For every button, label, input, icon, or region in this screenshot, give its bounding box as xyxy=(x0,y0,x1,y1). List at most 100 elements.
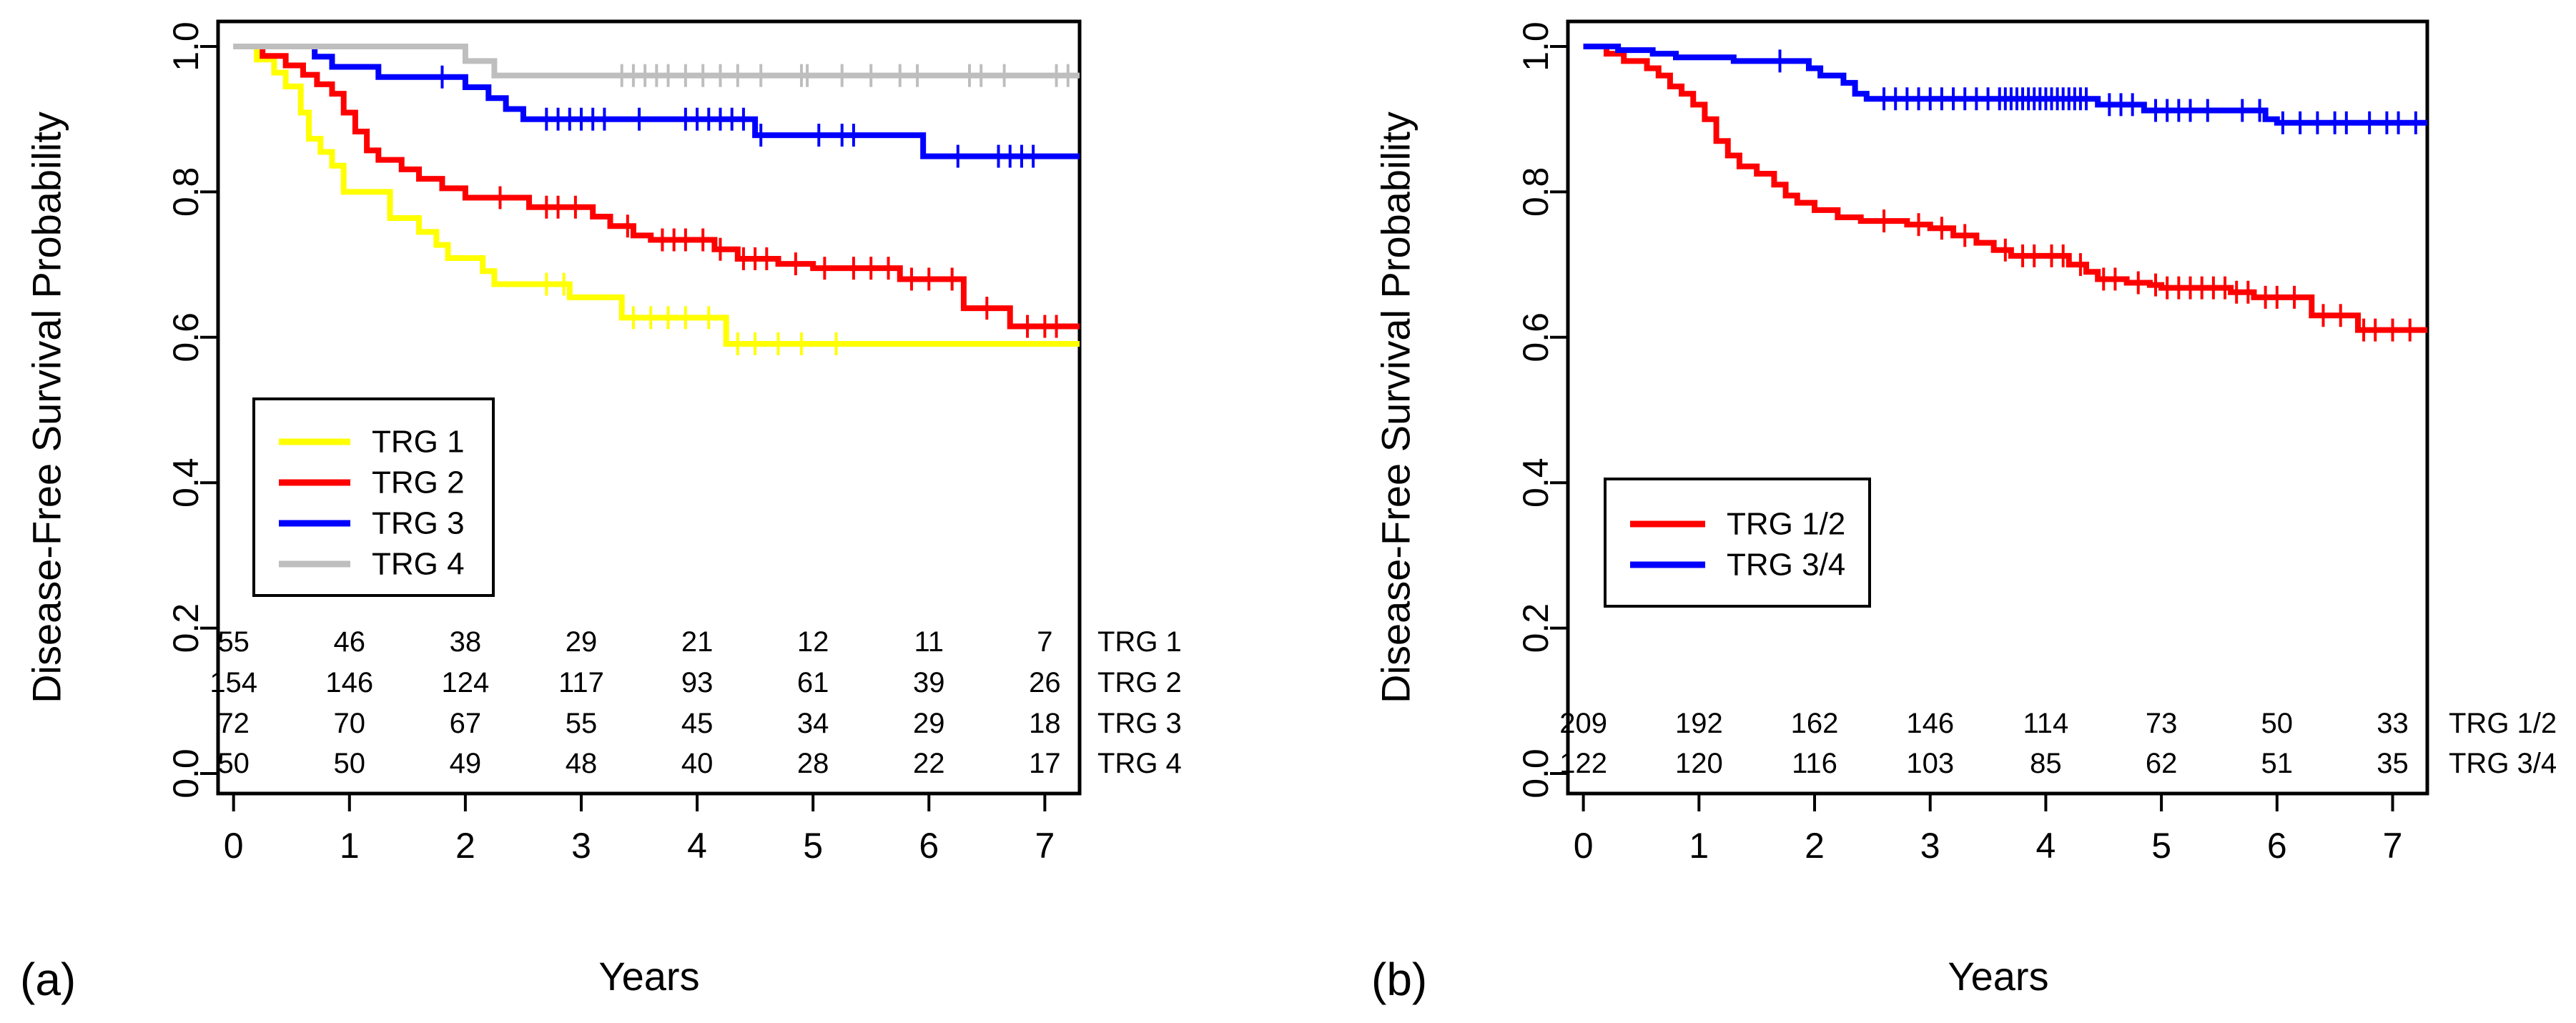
at-risk-count: 85 xyxy=(2030,748,2062,779)
at-risk-count: 114 xyxy=(2023,708,2069,739)
y-axis-label: Disease-Free Survival Probability xyxy=(24,112,69,703)
km-curve xyxy=(233,44,1080,159)
at-risk-count: 117 xyxy=(558,667,604,698)
at-risk-count: 39 xyxy=(913,667,945,698)
series-trg-1 xyxy=(233,44,1080,355)
at-risk-count: 55 xyxy=(566,708,598,739)
at-risk-count: 120 xyxy=(1675,748,1723,779)
panel-label: (b) xyxy=(1371,954,1427,1005)
at-risk-count: 72 xyxy=(217,708,250,739)
at-risk-row: 55 46 38 29 21 12 11 7 TRG 1 xyxy=(217,626,1181,658)
series-trg-2 xyxy=(233,44,1080,338)
legend-entry: TRG 1/2 xyxy=(1727,507,1845,542)
plot-frame xyxy=(216,19,1082,796)
at-risk-group-label: TRG 2 xyxy=(1097,667,1182,698)
y-tick-label: 0.6 xyxy=(1516,312,1556,362)
at-risk-group-label: TRG 3/4 xyxy=(2449,748,2557,779)
at-risk-count: 209 xyxy=(1559,708,1607,739)
y-tick-label: 1.0 xyxy=(166,21,206,71)
x-tick-label: 0 xyxy=(224,826,244,866)
at-risk-count: 22 xyxy=(913,748,945,779)
km-panel-2: 0 1 2 3 4 5 6 7 0.0 0.2 0.4 0.6 0.8 1.0 Years Disease-F… xyxy=(1371,19,2557,1005)
legend-entry: TRG 3/4 xyxy=(1727,548,1845,583)
at-risk-group-label: TRG 1 xyxy=(1097,626,1182,658)
y-tick-label: 0.4 xyxy=(1516,458,1556,508)
at-risk-count: 50 xyxy=(217,748,250,779)
at-risk-count: 146 xyxy=(325,667,373,698)
at-risk-count: 124 xyxy=(442,667,490,698)
at-risk-count: 7 xyxy=(1037,626,1052,658)
at-risk-row: 72 70 67 55 45 34 29 18 TRG 3 xyxy=(217,708,1181,739)
at-risk-group-label: TRG 1/2 xyxy=(2449,708,2557,739)
y-tick-label: 0.8 xyxy=(1516,167,1556,217)
at-risk-count: 93 xyxy=(681,667,714,698)
y-axis-label: Disease-Free Survival Probability xyxy=(1373,112,1418,703)
at-risk-count: 192 xyxy=(1675,708,1723,739)
y-tick-label: 0.2 xyxy=(166,603,206,653)
km-curve xyxy=(1583,44,2427,126)
at-risk-row: 154 146 124 117 93 61 39 26 TRG 2 xyxy=(209,667,1181,698)
at-risk-count: 50 xyxy=(334,748,366,779)
x-tick-label: 7 xyxy=(2383,826,2403,866)
at-risk-count: 70 xyxy=(334,708,366,739)
panel-label: (a) xyxy=(20,954,76,1005)
at-risk-count: 21 xyxy=(681,626,714,658)
at-risk-count: 48 xyxy=(566,748,598,779)
x-axis-label: Years xyxy=(1948,954,2048,999)
x-tick-label: 2 xyxy=(455,826,475,866)
x-axis-label: Years xyxy=(598,954,699,999)
at-risk-group-label: TRG 3 xyxy=(1097,708,1182,739)
plot-frame xyxy=(1566,19,2429,796)
legend-entry: TRG 3 xyxy=(372,506,465,541)
at-risk-count: 122 xyxy=(1559,748,1607,779)
at-risk-count: 18 xyxy=(1029,708,1061,739)
y-tick-label: 0.0 xyxy=(1516,748,1556,799)
series-trg-3 xyxy=(233,44,1080,168)
at-risk-count: 116 xyxy=(1792,748,1837,779)
x-tick-label: 1 xyxy=(340,826,360,866)
y-tick-label: 0.6 xyxy=(166,312,206,362)
legend-entry: TRG 1 xyxy=(372,425,465,460)
at-risk-row: 209 192 162 146 114 73 50 33 TRG 1/2 xyxy=(1559,708,2557,739)
x-tick-label: 2 xyxy=(1805,826,1825,866)
at-risk-count: 45 xyxy=(681,708,714,739)
at-risk-count: 26 xyxy=(1029,667,1061,698)
series-trg-3-4 xyxy=(1583,44,2427,134)
at-risk-count: 28 xyxy=(797,748,829,779)
x-tick-label: 0 xyxy=(1574,826,1594,866)
legend: TRG 1 TRG 2 TRG 3 TRG 4 xyxy=(252,397,495,597)
km-curve xyxy=(233,44,1080,347)
at-risk-count: 50 xyxy=(2261,708,2294,739)
x-tick-label: 3 xyxy=(1920,826,1940,866)
series-trg-4 xyxy=(233,44,1080,87)
at-risk-count: 35 xyxy=(2377,748,2409,779)
at-risk-count: 51 xyxy=(2261,748,2294,779)
legend-box xyxy=(1604,478,1871,608)
x-tick-label: 5 xyxy=(2151,826,2171,866)
at-risk-count: 67 xyxy=(450,708,482,739)
at-risk-count: 11 xyxy=(914,626,944,658)
at-risk-count: 34 xyxy=(797,708,829,739)
at-risk-count: 17 xyxy=(1029,748,1061,779)
x-tick-label: 7 xyxy=(1035,826,1055,866)
at-risk-count: 154 xyxy=(209,667,257,698)
at-risk-row: 122 120 116 103 85 62 51 35 TRG 3/4 xyxy=(1559,748,2557,779)
at-risk-count: 38 xyxy=(450,626,482,658)
legend: TRG 1/2 TRG 3/4 xyxy=(1604,478,1871,608)
at-risk-count: 61 xyxy=(797,667,829,698)
at-risk-group-label: TRG 4 xyxy=(1097,748,1182,779)
legend-entry: TRG 2 xyxy=(372,465,465,500)
at-risk-count: 162 xyxy=(1791,708,1839,739)
x-tick-label: 6 xyxy=(919,826,939,866)
at-risk-count: 73 xyxy=(2146,708,2178,739)
at-risk-count: 29 xyxy=(913,708,945,739)
x-tick-label: 4 xyxy=(2036,826,2056,866)
at-risk-count: 55 xyxy=(217,626,250,658)
at-risk-count: 46 xyxy=(334,626,366,658)
x-tick-label: 1 xyxy=(1689,826,1709,866)
series-trg-1-2 xyxy=(1583,44,2427,342)
at-risk-count: 103 xyxy=(1906,748,1954,779)
km-panel-1: 0 1 2 3 4 5 6 70.00.20.40.60.81.0YearsDisease-F… xyxy=(20,19,1182,1005)
y-tick-label: 0.4 xyxy=(166,458,206,508)
